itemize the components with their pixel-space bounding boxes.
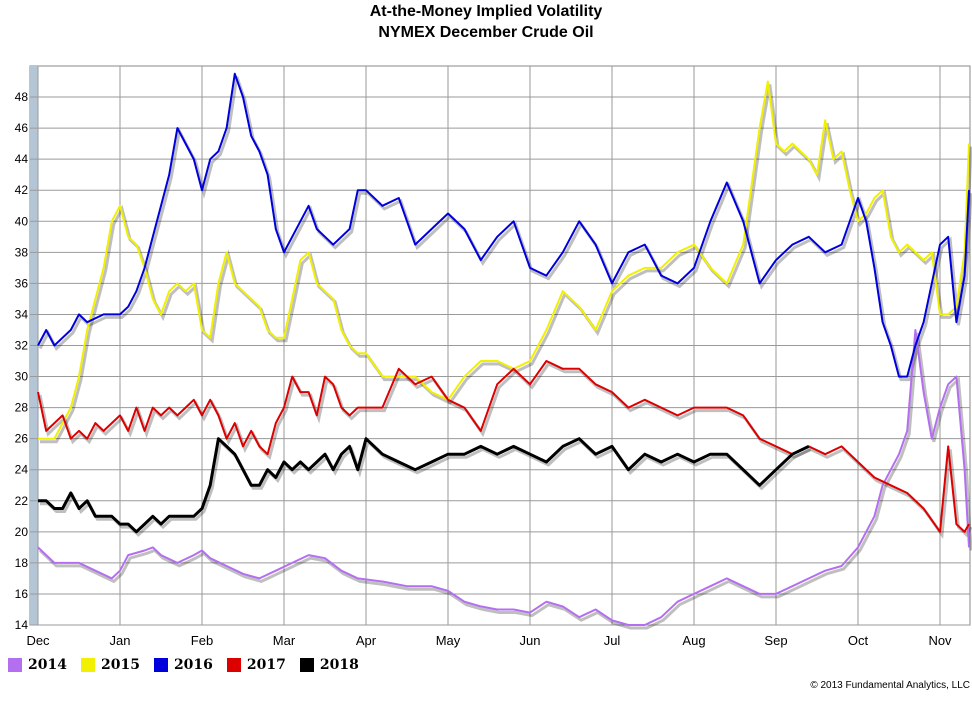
x-tick-label: Jan bbox=[110, 633, 131, 648]
series-line-2014[interactable] bbox=[37, 329, 970, 626]
chart-subtitle: NYMEX December Crude Oil bbox=[378, 24, 594, 41]
legend-item-2014[interactable]: 2014 bbox=[8, 657, 67, 673]
legend-label-2015: 2015 bbox=[100, 657, 140, 673]
legend-label-2016: 2016 bbox=[173, 657, 213, 673]
series-shadow-2015 bbox=[40, 84, 972, 444]
chart-plot: 14 16 18 20 22 24 26 28 30 32 34 36 38 40 42 44 46 48 Dec… bbox=[15, 65, 972, 648]
series-line-2018[interactable] bbox=[38, 437, 810, 534]
x-tick-label: Aug bbox=[682, 633, 705, 648]
y-tick-label: 32 bbox=[15, 339, 29, 353]
legend-label-2014: 2014 bbox=[28, 657, 67, 673]
x-tick-label: Oct bbox=[848, 633, 869, 648]
legend-swatch-2014 bbox=[8, 658, 22, 672]
y-tick-label: 14 bbox=[15, 618, 29, 632]
legend-item-2017[interactable]: 2017 bbox=[226, 657, 286, 673]
x-tick-label: Feb bbox=[191, 633, 213, 648]
chart-title: At-the-Money Implied Volatility bbox=[369, 3, 603, 20]
legend-swatch-2017 bbox=[226, 658, 241, 672]
y-tick-label: 26 bbox=[15, 432, 29, 446]
legend-item-2016[interactable]: 2016 bbox=[153, 657, 213, 673]
y-tick-label: 46 bbox=[15, 121, 29, 135]
x-tick-label: Jun bbox=[520, 633, 541, 648]
y-tick-label: 28 bbox=[15, 401, 29, 415]
y-tick-label: 18 bbox=[15, 556, 29, 570]
series-shadow-2014 bbox=[38, 332, 972, 630]
y-tick-label: 42 bbox=[15, 183, 29, 197]
legend-swatch-2016 bbox=[153, 658, 168, 672]
series-line-2016[interactable] bbox=[37, 72, 970, 378]
legend-label-2018: 2018 bbox=[319, 657, 359, 673]
y-tick-label: 20 bbox=[15, 525, 29, 539]
x-tick-label: Sep bbox=[764, 633, 787, 648]
x-tick-label: Nov bbox=[928, 633, 952, 648]
y-tick-label: 24 bbox=[15, 463, 29, 477]
x-tick-label: Apr bbox=[356, 633, 377, 648]
y-tick-label: 22 bbox=[15, 494, 29, 508]
y-tick-label: 44 bbox=[15, 152, 29, 166]
legend-swatch-2018 bbox=[299, 658, 314, 672]
y-tick-label: 38 bbox=[15, 245, 29, 259]
legend-item-2018[interactable]: 2018 bbox=[299, 657, 359, 673]
x-tick-label: May bbox=[436, 633, 461, 648]
legend-label-2017: 2017 bbox=[246, 657, 286, 673]
x-tick-label: Jul bbox=[604, 633, 621, 648]
y-tick-label: 40 bbox=[15, 214, 29, 228]
chart-legend: 2014 2015 2016 2017 2018 bbox=[8, 657, 373, 673]
y-tick-label: 30 bbox=[15, 370, 29, 384]
y-tick-label: 48 bbox=[15, 90, 29, 104]
y-tick-label: 34 bbox=[15, 307, 29, 321]
series-line-2015[interactable] bbox=[38, 80, 970, 440]
y-tick-label: 36 bbox=[15, 276, 29, 290]
legend-swatch-2015 bbox=[80, 658, 95, 672]
x-tick-label: Dec bbox=[26, 633, 50, 648]
legend-item-2015[interactable]: 2015 bbox=[80, 657, 140, 673]
x-tick-label: Mar bbox=[273, 633, 296, 648]
y-tick-label: 16 bbox=[15, 587, 29, 601]
series-line-2017[interactable] bbox=[37, 360, 970, 533]
copyright-notice: © 2013 Fundamental Analytics, LLC bbox=[810, 680, 970, 691]
